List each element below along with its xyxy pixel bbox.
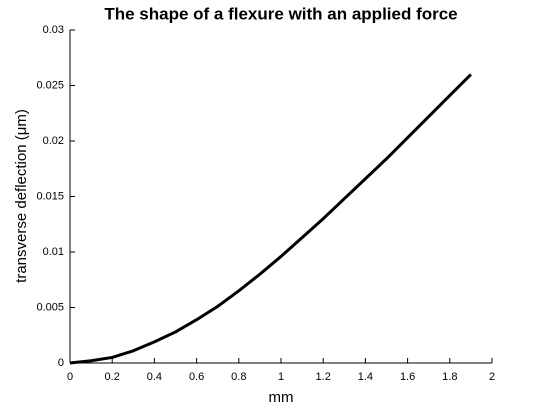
y-tick-label: 0.02 <box>43 135 64 147</box>
y-tick-label: 0 <box>58 357 64 369</box>
x-tick-label: 1.4 <box>358 371 373 383</box>
y-tick-label: 0.03 <box>43 24 64 36</box>
x-tick-label: 1.2 <box>316 371 331 383</box>
x-tick-label: 0.6 <box>189 371 204 383</box>
x-tick-label: 0 <box>67 371 73 383</box>
x-tick-label: 0.4 <box>147 371 162 383</box>
y-tick-label: 0.025 <box>36 79 64 91</box>
x-tick-label: 1 <box>278 371 284 383</box>
y-axis-label: transverse deflection (μm) <box>13 109 30 283</box>
chart-title: The shape of a flexure with an applied f… <box>104 4 457 23</box>
x-tick-label: 1.8 <box>442 371 457 383</box>
y-tick-label: 0.015 <box>36 190 64 202</box>
x-tick-label: 1.6 <box>400 371 415 383</box>
x-tick-label: 0.8 <box>231 371 246 383</box>
data-line <box>69 73 472 365</box>
y-tick-label: 0.005 <box>36 301 64 313</box>
x-tick-label: 2 <box>489 371 495 383</box>
x-tick-label: 0.2 <box>105 371 120 383</box>
x-axis-label: mm <box>269 389 294 406</box>
y-tick-label: 0.01 <box>43 246 64 258</box>
